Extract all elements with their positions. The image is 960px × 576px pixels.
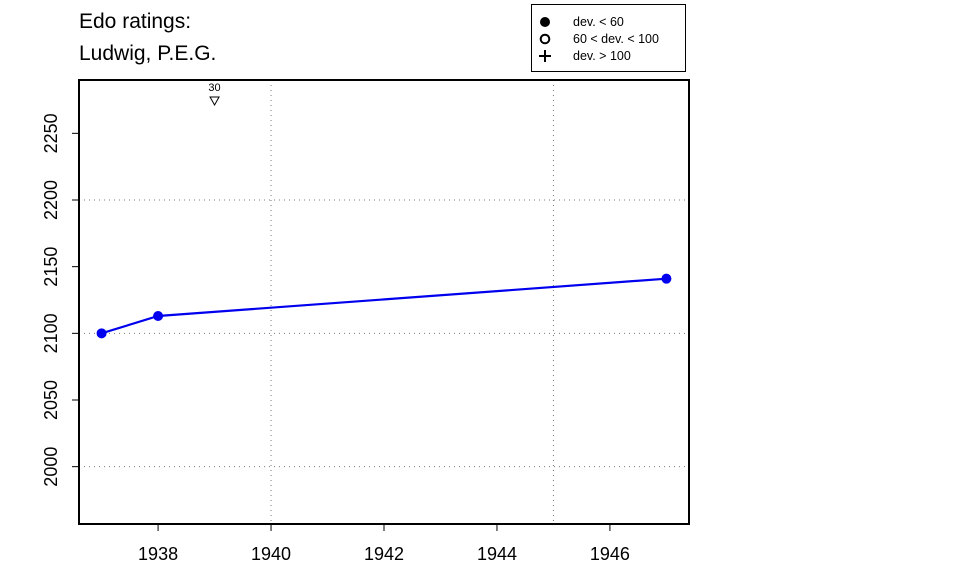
x-tick-label: 1942	[364, 544, 404, 564]
plus-icon	[539, 50, 551, 62]
legend-item: 60 < dev. < 100	[532, 30, 685, 48]
legend: dev. < 60 60 < dev. < 100 dev. > 100	[531, 4, 686, 72]
data-point	[661, 273, 672, 284]
data-lines	[101, 277, 667, 335]
y-tick-label: 2200	[41, 180, 61, 220]
y-tick-label: 2100	[41, 313, 61, 353]
y-tick-label: 2000	[41, 447, 61, 487]
x-tick-label: 1944	[477, 544, 517, 564]
annotations: 30	[208, 82, 221, 107]
y-tick-label: 2050	[41, 380, 61, 420]
grid	[79, 80, 689, 524]
series-line	[101, 277, 667, 335]
filled-circle-icon	[540, 17, 550, 27]
legend-label: dev. < 60	[573, 15, 624, 29]
x-tick-label: 1940	[251, 544, 291, 564]
x-axis: 1938 1940 1942 1944 1946	[138, 524, 630, 564]
legend-label: 60 < dev. < 100	[573, 32, 659, 46]
data-points	[96, 273, 672, 339]
data-point	[96, 328, 107, 339]
open-circle-icon	[539, 33, 551, 45]
legend-item: dev. < 60	[532, 13, 685, 31]
legend-item: dev. > 100	[532, 47, 685, 65]
x-tick-label: 1938	[138, 544, 178, 564]
x-tick-label: 1946	[590, 544, 630, 564]
data-point	[153, 311, 164, 321]
down-triangle-icon	[209, 96, 220, 107]
chart-subtitle: Ludwig, P.E.G.	[79, 42, 217, 65]
y-tick-label: 2150	[41, 247, 61, 287]
y-axis: 2000 2050 2100 2150 2200 2250	[41, 113, 79, 487]
y-tick-label: 2250	[41, 113, 61, 153]
plot-frame	[78, 79, 690, 525]
legend-label: dev. > 100	[573, 49, 631, 63]
chart-title: Edo ratings:	[79, 10, 192, 33]
annotation-label: 30	[208, 82, 220, 94]
